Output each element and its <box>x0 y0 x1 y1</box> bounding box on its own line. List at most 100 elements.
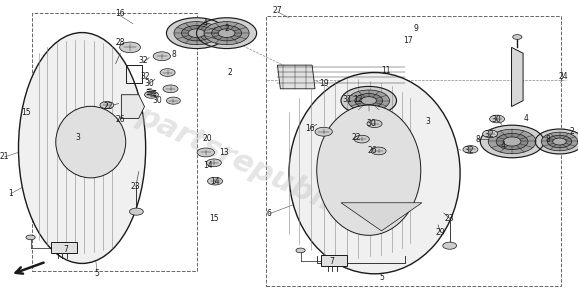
Text: 23: 23 <box>131 182 140 191</box>
Text: 30: 30 <box>491 115 501 124</box>
Text: 31: 31 <box>343 95 352 104</box>
Text: 5: 5 <box>95 269 99 278</box>
Text: 14: 14 <box>210 177 220 186</box>
Text: 5: 5 <box>379 273 384 282</box>
Circle shape <box>163 85 178 93</box>
Circle shape <box>204 22 249 45</box>
Circle shape <box>488 129 536 154</box>
Text: 3: 3 <box>425 117 430 126</box>
Circle shape <box>206 159 221 167</box>
Text: 24: 24 <box>558 72 568 81</box>
Bar <box>266 16 561 286</box>
Ellipse shape <box>317 105 421 235</box>
Ellipse shape <box>18 33 146 263</box>
Circle shape <box>513 35 522 39</box>
Circle shape <box>315 127 332 136</box>
Bar <box>51 242 77 253</box>
Text: 2: 2 <box>570 127 575 136</box>
Text: 29: 29 <box>436 228 445 237</box>
Bar <box>321 255 347 266</box>
Text: 17: 17 <box>403 36 413 45</box>
Text: 28: 28 <box>116 38 125 47</box>
Text: 21: 21 <box>0 152 9 161</box>
Text: 14: 14 <box>203 161 213 170</box>
Text: 3: 3 <box>76 133 80 142</box>
Circle shape <box>535 129 578 154</box>
Polygon shape <box>341 203 422 231</box>
Polygon shape <box>121 95 144 118</box>
Circle shape <box>174 22 219 45</box>
Text: 26: 26 <box>116 115 125 124</box>
Circle shape <box>361 97 376 104</box>
Text: 23: 23 <box>445 214 454 223</box>
Circle shape <box>129 208 143 215</box>
Circle shape <box>188 29 205 38</box>
Text: 30: 30 <box>366 119 376 128</box>
Text: 8: 8 <box>475 135 480 144</box>
Text: 32: 32 <box>141 73 150 81</box>
Text: 27: 27 <box>273 6 282 15</box>
Circle shape <box>197 148 214 157</box>
Circle shape <box>160 69 175 76</box>
Text: 15: 15 <box>21 108 31 117</box>
Bar <box>32 13 197 271</box>
Ellipse shape <box>55 106 125 178</box>
Circle shape <box>208 177 223 185</box>
Text: 32: 32 <box>484 130 494 139</box>
Text: 26: 26 <box>368 146 377 155</box>
Text: 1: 1 <box>8 189 13 198</box>
Circle shape <box>355 94 383 108</box>
Circle shape <box>166 18 227 49</box>
Circle shape <box>120 42 140 53</box>
Circle shape <box>367 120 382 128</box>
Text: 16: 16 <box>305 124 314 133</box>
Polygon shape <box>512 47 523 107</box>
Circle shape <box>483 130 498 138</box>
Text: 2: 2 <box>224 24 229 33</box>
Text: 32: 32 <box>139 56 148 65</box>
Circle shape <box>197 18 257 49</box>
Circle shape <box>100 102 114 109</box>
Circle shape <box>490 115 505 123</box>
Text: 8: 8 <box>546 135 550 144</box>
Text: 9: 9 <box>414 24 418 33</box>
Text: 32: 32 <box>465 146 474 155</box>
Circle shape <box>503 137 521 146</box>
Circle shape <box>212 25 242 41</box>
Circle shape <box>26 235 35 240</box>
Text: 15: 15 <box>209 214 218 223</box>
Text: 19: 19 <box>319 79 328 88</box>
Circle shape <box>354 135 369 143</box>
Circle shape <box>181 25 212 41</box>
Text: 4: 4 <box>203 19 208 28</box>
Circle shape <box>341 86 397 115</box>
Text: 20: 20 <box>203 134 212 143</box>
Text: 7: 7 <box>63 245 68 254</box>
Circle shape <box>480 125 544 158</box>
Circle shape <box>443 242 457 249</box>
Circle shape <box>166 97 180 104</box>
Circle shape <box>218 29 235 38</box>
Circle shape <box>296 248 305 253</box>
Circle shape <box>547 135 572 148</box>
Text: 16: 16 <box>115 9 124 18</box>
Circle shape <box>371 147 386 155</box>
Text: 11: 11 <box>381 66 391 75</box>
Text: 13: 13 <box>219 148 228 157</box>
Text: partsrepublic: partsrepublic <box>132 101 353 225</box>
Circle shape <box>153 52 171 61</box>
Text: 4: 4 <box>524 114 528 123</box>
Text: 22: 22 <box>103 102 113 111</box>
Text: 8: 8 <box>171 50 176 59</box>
Text: 12: 12 <box>354 95 363 104</box>
Circle shape <box>542 132 578 151</box>
Text: 4: 4 <box>501 141 505 149</box>
Text: 30: 30 <box>145 79 154 88</box>
Text: 30: 30 <box>153 96 162 104</box>
Circle shape <box>144 91 158 98</box>
Circle shape <box>463 146 478 153</box>
Circle shape <box>348 90 390 111</box>
Ellipse shape <box>289 73 460 274</box>
Text: 6: 6 <box>267 209 272 218</box>
Circle shape <box>553 138 566 145</box>
